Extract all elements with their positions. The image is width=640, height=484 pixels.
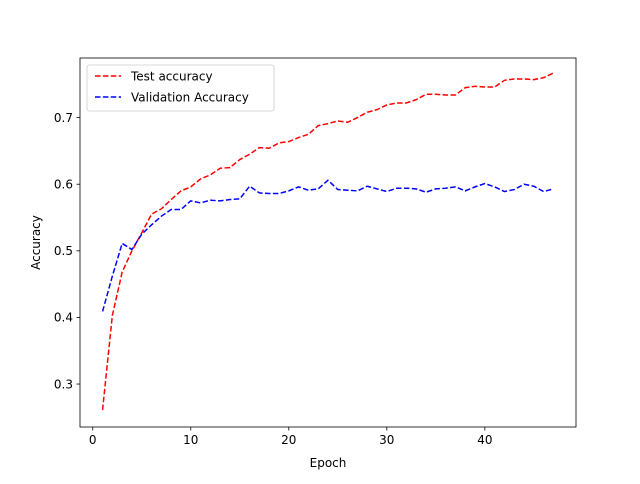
series-line-1 (101, 179, 554, 312)
x-tick-label: 40 (477, 433, 492, 447)
y-tick-label: 0.3 (54, 377, 73, 391)
series-line-0 (101, 72, 554, 411)
x-tick-label: 20 (281, 433, 296, 447)
legend-label-1: Validation Accuracy (131, 90, 249, 104)
y-tick-label: 0.5 (54, 244, 73, 258)
x-tick-label: 0 (89, 433, 97, 447)
x-axis-label: Epoch (310, 456, 347, 470)
y-tick-label: 0.6 (54, 178, 73, 192)
legend: Test accuracy Validation Accuracy (86, 64, 275, 112)
legend-label-0: Test accuracy (130, 69, 213, 83)
y-tick-label: 0.4 (54, 311, 73, 325)
x-tick-label: 30 (379, 433, 394, 447)
axes-frame (79, 57, 577, 428)
y-axis-label: Accuracy (29, 215, 43, 270)
x-tick-label: 10 (183, 433, 198, 447)
legend-box (86, 64, 275, 112)
plot-area (101, 72, 554, 411)
y-tick-label: 0.7 (54, 111, 73, 125)
axes: 0 10 20 30 40 0.3 0.4 0.5 0.6 0.7 (54, 57, 577, 447)
